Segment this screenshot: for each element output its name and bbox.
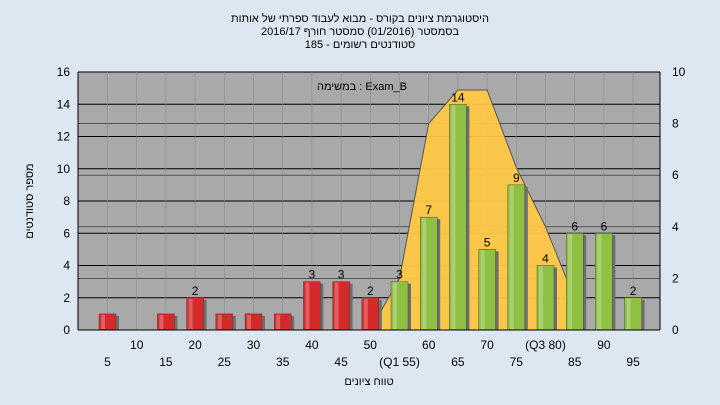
bar-value-label: 3: [396, 268, 403, 282]
x-tick-label: 25: [218, 355, 232, 369]
x-tick-label: 15: [159, 355, 173, 369]
bar-highlight: [626, 298, 631, 329]
x-tick-label: 85: [568, 355, 582, 369]
y2-tick-label: 8: [672, 117, 679, 131]
bar-highlight: [451, 105, 456, 329]
y-tick-label: 4: [63, 259, 70, 273]
x-tick-label: 30: [247, 338, 261, 352]
bar-highlight: [422, 218, 427, 329]
bar-value-label: 2: [367, 284, 374, 298]
x-tick-label: 65: [451, 355, 465, 369]
bar-highlight: [363, 298, 368, 329]
bar-highlight: [101, 314, 105, 329]
x-tick-label: 35: [276, 355, 290, 369]
bar-highlight: [247, 314, 251, 329]
x-tick-label: 95: [626, 355, 640, 369]
x-tick-label: 75: [510, 355, 524, 369]
bar-highlight: [393, 282, 397, 329]
y2-tick-label: 4: [672, 220, 679, 234]
bar-highlight: [305, 282, 310, 329]
x-tick-label: 70: [480, 338, 494, 352]
y2-tick-label: 0: [672, 323, 679, 337]
y2-tick-label: 2: [672, 271, 679, 285]
y-tick-label: 14: [57, 97, 71, 111]
bar-highlight: [480, 250, 485, 329]
bar-highlight: [188, 298, 193, 329]
y2-tick-label: 6: [672, 168, 679, 182]
y-tick-label: 0: [63, 323, 70, 337]
y-tick-label: 2: [63, 291, 70, 305]
x-tick-label: 20: [188, 338, 202, 352]
bar-highlight: [509, 185, 514, 329]
x-tick-label: 50: [364, 338, 378, 352]
bar-highlight: [539, 266, 543, 329]
y-tick-label: 8: [63, 194, 70, 208]
bar-highlight: [217, 314, 222, 329]
x-tick-label: (Q3 80): [525, 338, 566, 352]
y-axis-title: מספר סטודנטים: [24, 163, 36, 238]
bar-highlight: [568, 234, 573, 329]
distribution-line: [369, 89, 576, 331]
x-tick-label: 5: [104, 355, 111, 369]
bar-value-label: 2: [630, 284, 637, 298]
x-tick-label: 45: [334, 355, 348, 369]
bar-value-label: 14: [451, 90, 465, 104]
x-tick-label: 60: [422, 338, 436, 352]
y2-tick-label: 10: [672, 65, 686, 79]
x-axis-title: טווח ציונים: [344, 376, 393, 388]
x-tick-label: 10: [130, 338, 144, 352]
y-tick-label: 16: [57, 65, 71, 79]
exam-annotation: Exam_B : במשימה: [317, 81, 407, 93]
y-tick-label: 10: [57, 162, 71, 176]
x-tick-label: 90: [597, 338, 611, 352]
bar-value-label: 2: [192, 284, 199, 298]
chart-title-line: סטודנטים רשומים - 185: [305, 39, 416, 51]
x-tick-label: 40: [305, 338, 319, 352]
chart-title-line: בסמסטר (01/2016) סמסטר חורף 2016/17: [261, 26, 459, 38]
bar-value-label: 5: [484, 235, 491, 249]
bar-value-label: 6: [571, 219, 578, 233]
bar-value-label: 3: [309, 268, 316, 282]
bar-highlight: [334, 282, 339, 329]
chart-title-line: היסטוגרמת ציונים בקורס - מבוא לעבוד ספרת…: [231, 12, 489, 25]
bar-value-label: 3: [338, 268, 345, 282]
y-tick-label: 6: [63, 226, 70, 240]
bar-highlight: [276, 314, 281, 329]
x-tick-label: (Q1 55): [379, 355, 420, 369]
bar-highlight: [159, 314, 164, 329]
bar-value-label: 6: [601, 219, 608, 233]
bar-highlight: [597, 234, 602, 329]
bar-value-label: 7: [425, 203, 432, 217]
y-tick-label: 12: [57, 130, 71, 144]
bar-value-label: 4: [542, 252, 549, 266]
bar-value-label: 9: [513, 171, 520, 185]
